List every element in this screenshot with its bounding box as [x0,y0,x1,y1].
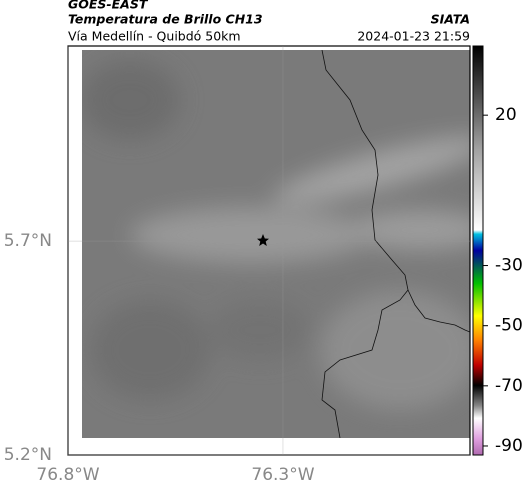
timestamp: 2024-01-23 21:59 [357,29,470,44]
agency: SIATA [431,12,470,27]
colorbar [472,45,484,456]
lat-tick-label: 5.7°N [4,231,52,251]
colorbar-tick-label: 20 [495,105,517,125]
lon-tick-label: 76.3°W [251,465,314,485]
colorbar-tick-label: -50 [495,316,523,336]
station-marker [257,234,269,246]
colorbar-ticks: 20 -30 -50 -70 -90 [483,105,523,456]
region: Vía Medellín - Quibdó 50km [68,29,241,44]
colorbar-tick-label: -30 [495,256,523,276]
lon-tick-label: 76.8°W [36,465,99,485]
product: Temperatura de Brillo CH13 [68,12,263,27]
graticule: 76.8°W 76.3°W 5.7°N 5.2°N [4,46,470,485]
colorbar-tick-label: -90 [495,436,523,456]
satellite-image [82,50,470,438]
colorbar-tick-label: -70 [495,376,523,396]
lat-tick-label: 5.2°N [4,445,52,465]
satellite: GOES-EAST [68,0,149,12]
